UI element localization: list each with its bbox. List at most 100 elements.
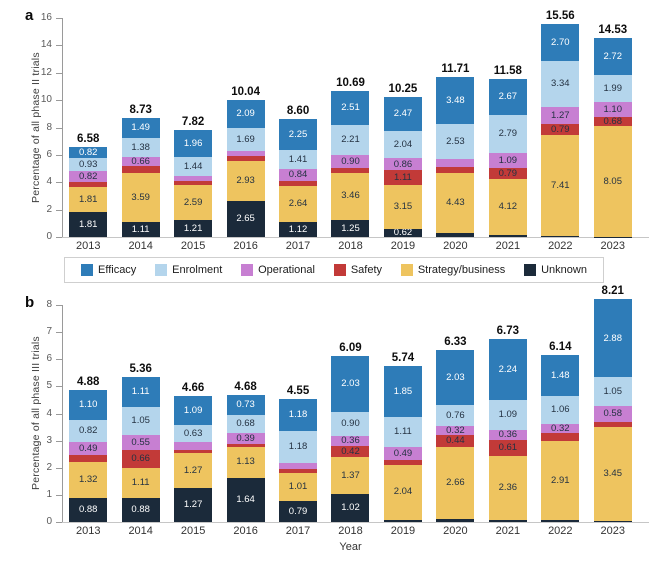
segment-unknown: 1.12 (279, 221, 318, 237)
x-tick-label-2017: 2017 (285, 525, 311, 537)
segment-enrolment: 1.38 (121, 138, 160, 157)
bar-2023: 8.21 2.88 1.05 0.58 3.45 (593, 285, 632, 522)
bar-2013: 6.58 0.82 0.93 0.82 1.81 1.81 (69, 133, 108, 237)
x-tick-label-2015: 2015 (180, 525, 206, 537)
segment-enrolment: 3.34 (541, 61, 580, 107)
segment-safety (436, 166, 475, 173)
x-tick-label-2023: 2023 (600, 525, 625, 537)
segment-strategy: 1.81 (69, 187, 108, 213)
y-tick-mark (56, 154, 62, 156)
bar-total-label: 8.73 (129, 103, 152, 116)
y-tick-label: 4 (46, 407, 52, 419)
legend-label-operational: Operational (258, 264, 315, 276)
segment-safety (226, 443, 265, 447)
bar-2023: 14.53 2.72 1.99 1.10 0.68 8.05 (593, 24, 632, 237)
x-tick-label-2016: 2016 (233, 525, 258, 537)
bar-2013: 4.88 1.10 0.82 0.49 1.32 0.88 (69, 376, 108, 522)
segment-safety (541, 433, 580, 441)
segment-strategy: 3.59 (121, 172, 160, 222)
y-tick-label: 7 (46, 326, 52, 338)
legend-swatch-strategy (400, 264, 413, 276)
y-tick-mark (56, 359, 62, 361)
bar-slot-2015: 4.66 1.09 0.63 1.27 1.27 (167, 305, 219, 522)
segment-strategy: 4.43 (436, 172, 475, 234)
segment-operational: 0.66 (121, 156, 160, 166)
segment-efficacy: 1.18 (279, 398, 318, 431)
x-axis-line (62, 237, 649, 238)
segment-enrolment: 1.69 (226, 128, 265, 152)
y-tick-label: 8 (46, 121, 52, 133)
x-tick-label-2020: 2020 (443, 525, 468, 537)
bar-total-label: 6.09 (339, 342, 362, 355)
y-tick-label: 0 (46, 516, 52, 527)
segment-strategy: 2.36 (488, 456, 527, 521)
segment-strategy: 1.11 (121, 468, 160, 499)
bar-2019: 10.25 2.47 2.04 0.86 1.11 3.15 0.62 (383, 83, 422, 237)
segment-strategy: 8.05 (593, 126, 632, 237)
bar-slot-2021: 11.58 2.67 2.79 1.09 0.79 4.12 (482, 18, 534, 237)
segment-unknown (436, 518, 475, 522)
bar-slot-2020: 6.33 2.03 0.76 0.32 0.44 2.66 (429, 305, 481, 522)
legend-label-enrolment: Enrolment (172, 264, 223, 276)
y-tick-label: 1 (46, 488, 52, 500)
bar-2017: 8.60 2.25 1.41 0.84 2.64 1.12 (279, 105, 318, 237)
bar-slot-2020: 11.71 3.48 2.53 4.43 (429, 18, 481, 237)
segment-efficacy: 2.24 (488, 339, 527, 401)
segment-enrolment: 0.93 (69, 158, 108, 171)
bars-area: 6.58 0.82 0.93 0.82 1.81 1.81 8.73 1.49 1.38 0.66… (62, 10, 639, 237)
segment-unknown (541, 236, 580, 237)
bar-2016: 4.68 0.73 0.68 0.39 1.13 1.64 (226, 381, 265, 522)
segment-operational: 0.36 (331, 435, 370, 446)
segment-unknown: 1.25 (331, 219, 370, 237)
bar-total-label: 4.68 (234, 381, 257, 394)
y-tick-mark (56, 100, 62, 102)
bar-2014: 5.36 1.11 1.05 0.55 0.66 1.11 0.88 (121, 363, 160, 522)
bar-total-label: 5.74 (391, 352, 415, 365)
bar-total-label: 8.60 (286, 105, 310, 118)
y-tick-mark (56, 522, 62, 523)
x-tick-label-2019: 2019 (390, 525, 416, 537)
segment-unknown (383, 519, 422, 522)
segment-strategy: 4.12 (488, 179, 527, 236)
y-tick-label: 10 (40, 94, 52, 106)
x-tick-label-2013: 2013 (75, 525, 101, 537)
bar-2015: 7.82 1.96 1.44 2.59 1.21 (174, 116, 213, 237)
panel-a-letter: a (25, 7, 34, 24)
segment-safety (121, 165, 160, 173)
x-tick-label-2016: 2016 (233, 240, 258, 252)
legend-label-efficacy: Efficacy (98, 264, 137, 276)
x-tick-label-2017: 2017 (285, 240, 311, 252)
segment-operational: 0.84 (279, 169, 318, 181)
segment-efficacy: 1.10 (69, 389, 108, 420)
bar-total-label: 6.58 (77, 133, 100, 146)
bar-total-label: 10.25 (388, 82, 418, 95)
segment-strategy: 1.01 (279, 473, 318, 501)
bar-total-label: 14.53 (598, 23, 628, 36)
segment-strategy: 2.66 (436, 446, 475, 519)
bar-total-label: 10.69 (336, 76, 365, 89)
bar-total-label: 6.14 (549, 341, 572, 354)
legend-label-unknown: Unknown (541, 264, 587, 276)
segment-efficacy: 2.70 (541, 24, 580, 62)
bars-area: 4.88 1.10 0.82 0.49 1.32 0.88 5.36 1.11 1.05 0.55… (62, 285, 639, 522)
bar-slot-2023: 14.53 2.72 1.99 1.10 0.68 8.05 (587, 18, 639, 237)
segment-safety (593, 421, 632, 428)
segment-unknown: 0.88 (121, 498, 160, 522)
bar-total-label: 10.04 (231, 85, 260, 98)
bar-slot-2017: 8.60 2.25 1.41 0.84 2.64 1.12 (272, 18, 324, 237)
y-tick-label: 6 (46, 353, 52, 365)
segment-safety (279, 180, 318, 186)
bar-total-label: 4.88 (77, 375, 100, 388)
bar-2022: 6.14 1.48 1.06 0.32 2.91 (541, 341, 580, 522)
legend-label-strategy: Strategy/business (417, 264, 506, 276)
bar-total-label: 15.56 (545, 10, 575, 23)
segment-unknown: 1.27 (174, 487, 213, 522)
legend-label-safety: Safety (350, 264, 382, 276)
segment-strategy: 3.15 (383, 185, 422, 229)
segment-strategy: 2.93 (226, 160, 265, 201)
segment-operational (279, 462, 318, 470)
segment-enrolment: 1.18 (279, 430, 318, 463)
segment-safety: 0.68 (593, 117, 632, 127)
bar-total-label: 4.55 (286, 384, 310, 397)
segment-efficacy: 2.72 (593, 37, 632, 75)
